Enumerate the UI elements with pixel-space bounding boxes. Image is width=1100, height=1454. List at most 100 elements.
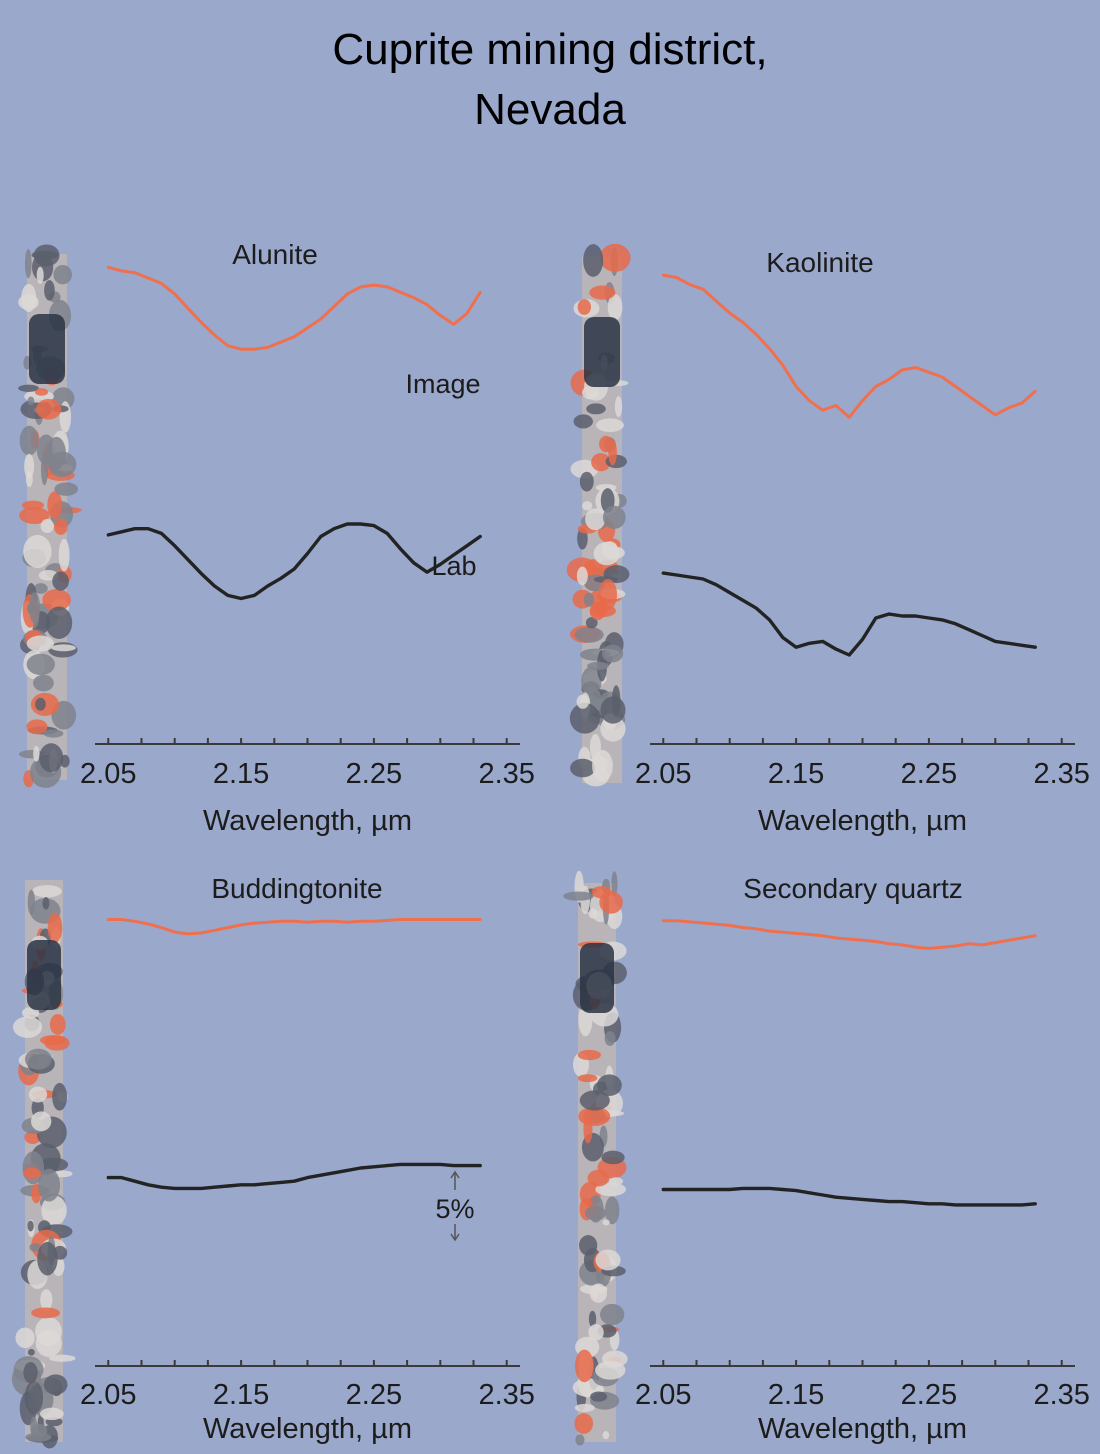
sample-image-strip: [18, 244, 82, 788]
strip-texture: [24, 1048, 52, 1070]
x-axis-label: Wavelength, µm: [203, 1413, 412, 1445]
annotation-scale-5pct: 5%: [435, 1194, 474, 1224]
annotation-lab: Lab: [431, 551, 476, 581]
strip-texture: [585, 508, 606, 531]
x-tick-label: 2.05: [80, 758, 136, 790]
scale-arrowhead-down: [450, 1233, 460, 1242]
strip-texture: [42, 897, 50, 910]
lab-spectrum-line: [661, 571, 1037, 657]
strip-texture: [25, 1432, 52, 1442]
strip-texture: [563, 891, 594, 901]
strip-texture: [24, 1130, 41, 1145]
strip-texture: [23, 534, 52, 569]
strip-texture: [583, 592, 595, 607]
strip-texture: [595, 1182, 627, 1197]
strip-texture: [574, 1349, 594, 1383]
strip-texture: [32, 885, 62, 898]
strip-texture: [39, 1407, 64, 1421]
x-tick-label: 2.25: [346, 1379, 402, 1411]
strip-texture: [586, 403, 606, 415]
strip-dark-zone: [27, 940, 61, 1010]
strip-texture: [21, 1007, 40, 1019]
sample-image-strip: [563, 870, 628, 1446]
strip-texture: [47, 491, 63, 519]
x-tick-label: 2.05: [635, 758, 691, 790]
strip-texture: [602, 1350, 628, 1368]
strip-texture: [601, 644, 624, 663]
figure-title-line-1: Cuprite mining district,: [332, 25, 767, 74]
strip-texture: [15, 1327, 35, 1349]
strip-texture: [53, 518, 68, 535]
strip-texture: [573, 414, 593, 429]
strip-texture: [58, 538, 70, 572]
panel-title: Kaolinite: [766, 247, 873, 278]
strip-texture: [40, 452, 49, 486]
strip-texture: [24, 249, 32, 279]
strip-texture: [26, 719, 48, 735]
image-spectrum-line: [661, 273, 1037, 419]
x-tick-label: 2.15: [213, 758, 269, 790]
strip-texture: [601, 1150, 625, 1165]
strip-texture: [27, 889, 36, 915]
lab-spectrum-line: [106, 1162, 482, 1191]
strip-texture: [602, 1430, 610, 1440]
panel-title: Secondary quartz: [743, 873, 962, 904]
strip-texture: [31, 1307, 60, 1319]
strip-texture: [39, 743, 64, 773]
strip-texture: [53, 265, 72, 285]
x-tick-label: 2.25: [346, 758, 402, 790]
panel-1: Kaolinite 2.05 2.15 2.25 2.35 Wavelength, µm: [566, 243, 1090, 837]
strip-texture: [29, 592, 41, 624]
strip-texture: [52, 1082, 68, 1111]
strip-texture: [599, 435, 613, 453]
strip-texture: [35, 697, 46, 711]
strip-texture: [33, 674, 54, 692]
scale-arrowhead-up: [450, 1170, 460, 1179]
strip-texture: [31, 1111, 52, 1132]
panel-title: Alunite: [232, 239, 318, 270]
strip-texture: [587, 1169, 610, 1187]
strip-texture: [583, 244, 604, 277]
x-tick-label: 2.15: [768, 1379, 824, 1411]
strip-texture: [19, 506, 50, 524]
strip-texture: [19, 425, 39, 456]
strip-texture: [582, 501, 593, 511]
strip-texture: [60, 754, 70, 768]
strip-texture: [576, 694, 590, 709]
figure-title-line-2: Nevada: [474, 85, 626, 134]
strip-texture: [42, 589, 71, 611]
strip-texture: [583, 1115, 593, 1144]
strip-texture: [591, 453, 611, 472]
x-tick-label: 2.05: [635, 1379, 691, 1411]
strip-texture: [33, 745, 40, 762]
strip-texture: [36, 266, 44, 284]
strip-texture: [24, 1381, 44, 1415]
strip-texture: [608, 1177, 624, 1186]
strip-texture: [587, 661, 609, 670]
sample-image-strip: [11, 880, 76, 1449]
image-spectrum-line: [106, 918, 482, 936]
strip-texture: [49, 1013, 66, 1035]
strip-texture: [602, 541, 618, 555]
strip-texture: [30, 1416, 38, 1437]
x-axis-label: Wavelength, µm: [758, 805, 967, 837]
strip-texture: [604, 1196, 620, 1225]
strip-texture: [602, 505, 626, 529]
strip-texture: [52, 571, 69, 591]
strip-texture: [570, 758, 596, 778]
strip-texture: [597, 1074, 622, 1096]
strip-texture: [588, 908, 598, 919]
strip-texture: [611, 871, 618, 897]
strip-texture: [574, 1413, 594, 1434]
strip-texture: [596, 418, 624, 433]
strip-texture: [18, 384, 39, 392]
strip-texture: [46, 436, 66, 470]
strip-texture: [574, 1403, 595, 1412]
strip-texture: [43, 1374, 68, 1395]
sample-image-strip: [566, 243, 631, 787]
panel-0: Alunite 2.05 2.15 2.25 2.35 Wavelength, µm Ima…: [18, 239, 535, 837]
strip-dark-zone: [584, 317, 620, 387]
strip-texture: [589, 285, 616, 300]
image-spectrum-line: [106, 265, 482, 351]
